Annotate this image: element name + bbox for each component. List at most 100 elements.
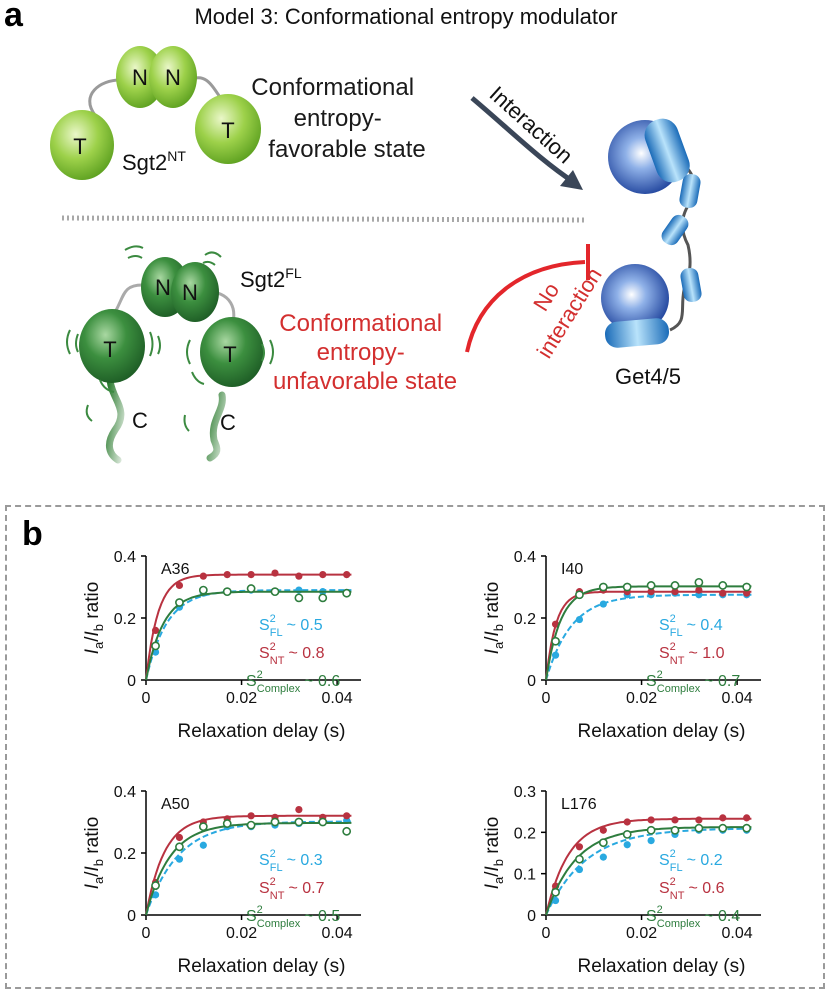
- y-tick-label-a50: 0.2: [114, 846, 136, 863]
- s2-value: ~ 0.4: [687, 617, 723, 634]
- fl-domain-n1: N: [155, 275, 171, 300]
- data-point-fl-a50: [199, 841, 207, 849]
- data-point-complex-l176: [646, 825, 656, 835]
- s2-sup: 2: [657, 669, 663, 681]
- s2-value: ~ 0.7: [288, 880, 324, 897]
- y-tick-label-a36: 0: [127, 673, 136, 690]
- s2-annotation-complex-l176: S2 Complex ~ 0.4: [646, 904, 740, 930]
- s2-sub: NT: [270, 890, 285, 902]
- y-label-slash: /: [82, 636, 103, 642]
- s2-symbol: S: [659, 617, 670, 634]
- data-point-complex-i40: [742, 582, 752, 592]
- s2-sup: 2: [670, 876, 676, 888]
- data-point-complex-a50: [294, 817, 304, 827]
- y-tick-label-l176: 0.1: [514, 867, 536, 884]
- sgt2-nt-sup: NT: [167, 148, 186, 164]
- s2-sub: Complex: [657, 918, 701, 930]
- s2-sub: NT: [670, 655, 685, 667]
- data-point-fl-i40: [599, 600, 607, 608]
- x-tick-label-a36: 0.02: [226, 690, 257, 707]
- data-point-nt-a36: [223, 571, 231, 579]
- s2-sup: 2: [270, 848, 276, 860]
- data-point-complex-a50: [342, 826, 352, 836]
- s2-annotation-nt-a50: S2 NT ~ 0.7: [259, 876, 325, 902]
- data-point-nt-a36: [271, 569, 279, 577]
- panel-a-letter: a: [4, 0, 24, 34]
- x-axis-label-l176: Relaxation delay (s): [578, 956, 746, 977]
- s2-annotation-fl-i40: S2 FL ~ 0.4: [659, 613, 723, 639]
- s2-sup: 2: [270, 613, 276, 625]
- data-point-nt-i40: [671, 588, 679, 596]
- x-tick-label-l176: 0.04: [722, 925, 753, 942]
- plot-title-a50: A50: [161, 796, 190, 813]
- data-point-nt-l176: [695, 816, 703, 824]
- y-label-I: I: [82, 883, 103, 889]
- interaction-arrow: Interaction: [470, 81, 583, 190]
- data-point-complex-a50: [198, 822, 208, 832]
- fl-domain-t2: T: [223, 342, 236, 367]
- y-label-sub-b: b: [91, 859, 106, 866]
- data-point-complex-i40: [551, 636, 560, 646]
- y-label-sub-b: b: [491, 859, 506, 866]
- x-tick-label-l176: 0.02: [626, 925, 657, 942]
- x-axis-label-i40: Relaxation delay (s): [578, 721, 746, 742]
- s2-symbol: S: [646, 908, 657, 925]
- data-point-complex-i40: [694, 577, 704, 587]
- s2-sup: 2: [670, 641, 676, 653]
- sgt2-nt-label: Sgt2NT: [122, 148, 186, 175]
- s2-sup: 2: [257, 904, 263, 916]
- s2-symbol: S: [646, 673, 657, 690]
- data-point-complex-l176: [622, 830, 632, 839]
- s2-value: ~ 0.7: [704, 673, 740, 690]
- data-point-complex-a50: [175, 842, 184, 852]
- s2-sub: Complex: [257, 683, 301, 695]
- data-point-nt-a50: [175, 833, 184, 842]
- y-axis-label-a50: Ia/Ib ratio: [82, 817, 106, 890]
- s2-sub: FL: [670, 862, 683, 874]
- interaction-label: Interaction: [485, 81, 578, 168]
- nt-domain-t2: T: [221, 118, 234, 143]
- data-point-complex-i40: [646, 581, 656, 590]
- s2-value: ~ 0.2: [687, 852, 723, 869]
- model-diagram: a Model 3: Conformational entropy modula…: [4, 0, 702, 464]
- x-axis-label-a50: Relaxation delay (s): [178, 956, 346, 977]
- data-point-complex-i40: [575, 590, 584, 600]
- y-tick-label-i40: 0.4: [514, 549, 536, 566]
- data-point-complex-a36: [222, 587, 232, 597]
- x-tick-label-a50: 0: [142, 925, 151, 942]
- data-point-nt-l176: [575, 843, 584, 851]
- sgt2-fl-sup: FL: [285, 265, 302, 281]
- s2-sub: NT: [270, 655, 285, 667]
- data-point-nt-a36: [151, 626, 160, 634]
- plot-l176: 0 0.1 0.2 0.3 0 0.02 0.04 Relaxation delay (s) I…: [482, 784, 761, 977]
- s2-symbol: S: [659, 645, 670, 662]
- y-tick-label-a50: 0: [127, 908, 136, 925]
- y-tick-label-i40: 0: [527, 673, 536, 690]
- x-tick-label-a50: 0.04: [322, 925, 353, 942]
- data-point-complex-i40: [718, 581, 728, 590]
- s2-annotation-nt-i40: S2 NT ~ 1.0: [659, 641, 725, 667]
- data-point-nt-i40: [743, 589, 751, 597]
- y-label-ratio: ratio: [82, 582, 103, 624]
- s2-annotation-fl-a50: S2 FL ~ 0.3: [259, 848, 323, 874]
- data-point-complex-l176: [694, 823, 704, 833]
- x-tick-label-a36: 0: [142, 690, 151, 707]
- y-label-ratio: ratio: [482, 817, 503, 859]
- data-point-fl-l176: [551, 896, 560, 905]
- s2-symbol: S: [259, 880, 270, 897]
- no-interaction-line2: interaction: [532, 263, 607, 362]
- data-point-nt-a36: [199, 572, 207, 580]
- panel-a: a Model 3: Conformational entropy modula…: [4, 0, 702, 464]
- data-point-nt-l176: [671, 816, 679, 824]
- data-point-complex-l176: [598, 838, 608, 848]
- x-tick-label-a50: 0.02: [226, 925, 257, 942]
- data-point-fl-l176: [623, 841, 631, 849]
- s2-sub: NT: [670, 890, 685, 902]
- plot-title-l176: L176: [561, 796, 597, 813]
- data-point-nt-a36: [295, 572, 303, 580]
- favorable-line1: Conformational: [251, 74, 414, 101]
- panel-b-frame: [5, 505, 825, 989]
- plot-title-a36: A36: [161, 561, 190, 578]
- data-point-complex-a36: [294, 593, 304, 603]
- data-point-complex-l176: [575, 854, 584, 864]
